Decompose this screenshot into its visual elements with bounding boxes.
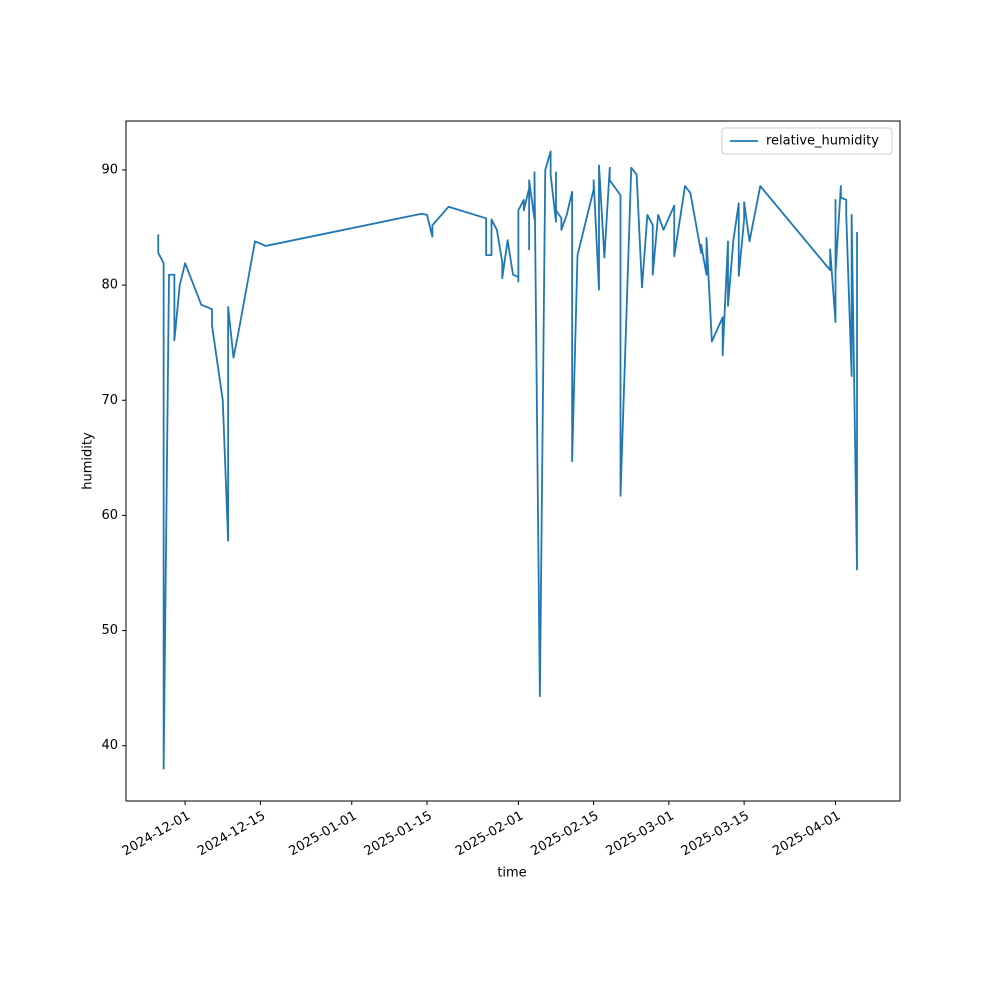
- x-tick-label: 2025-03-01: [604, 809, 677, 860]
- legend-box: [721, 127, 893, 155]
- x-tick-label: 2025-02-15: [528, 809, 601, 860]
- y-tick-label: 60: [101, 508, 118, 523]
- x-tick-label: 2025-03-15: [679, 809, 752, 860]
- x-tick-label: 2025-02-01: [453, 809, 526, 860]
- y-axis-label: humidity: [81, 432, 96, 490]
- plot-frame: [125, 120, 901, 802]
- x-tick-label: 2024-12-01: [120, 809, 193, 860]
- x-tick-label: 2025-01-15: [362, 809, 435, 860]
- legend: relative_humidity: [721, 127, 893, 155]
- y-tick-label: 90: [101, 162, 118, 177]
- data-line: [157, 150, 858, 770]
- y-tick-label: 70: [101, 393, 118, 408]
- y-tick-label: 40: [101, 738, 118, 753]
- legend-label: relative_humidity: [766, 134, 879, 149]
- x-tick-label: 2025-01-01: [287, 809, 360, 860]
- x-axis-label: time: [497, 866, 526, 881]
- y-tick-label: 50: [101, 623, 118, 638]
- y-tick-label: 80: [101, 278, 118, 293]
- x-tick-label: 2024-12-15: [195, 809, 268, 860]
- x-tick-label: 2025-04-01: [770, 809, 843, 860]
